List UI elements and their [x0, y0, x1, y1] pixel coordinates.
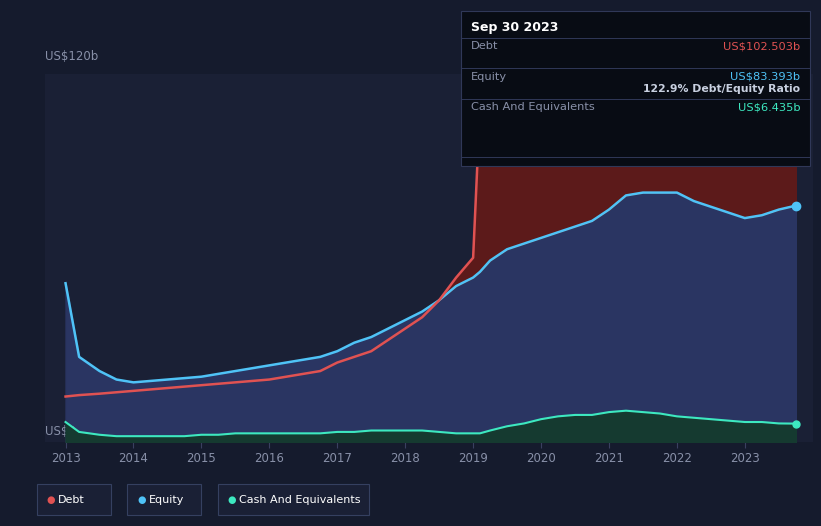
Text: US$6.435b: US$6.435b: [738, 102, 800, 113]
Text: Equity: Equity: [149, 494, 184, 505]
Text: Cash And Equivalents: Cash And Equivalents: [239, 494, 360, 505]
Text: ●: ●: [227, 494, 236, 505]
Text: Debt: Debt: [58, 494, 85, 505]
Text: US$120b: US$120b: [45, 49, 99, 63]
Text: Cash And Equivalents: Cash And Equivalents: [471, 102, 595, 113]
Text: ●: ●: [47, 494, 55, 505]
Text: US$0: US$0: [45, 425, 76, 438]
Text: Sep 30 2023: Sep 30 2023: [471, 21, 558, 34]
Text: Debt: Debt: [471, 41, 498, 52]
Text: US$83.393b: US$83.393b: [731, 72, 800, 82]
Text: US$102.503b: US$102.503b: [723, 41, 800, 52]
Text: ●: ●: [137, 494, 145, 505]
Text: Equity: Equity: [471, 72, 507, 82]
Text: 122.9% Debt/Equity Ratio: 122.9% Debt/Equity Ratio: [644, 84, 800, 95]
